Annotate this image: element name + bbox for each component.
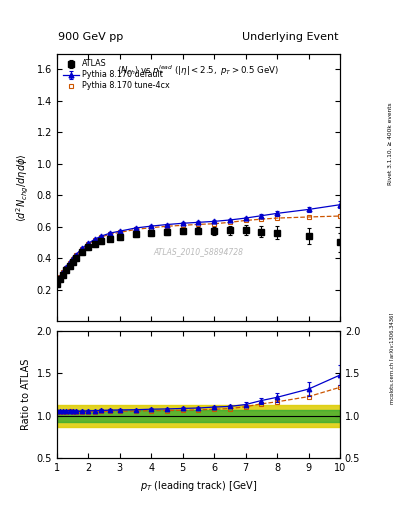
Pythia 8.170 tune-4cx xyxy=(243,218,248,224)
Text: 900 GeV pp: 900 GeV pp xyxy=(58,32,123,42)
Text: Rivet 3.1.10, ≥ 400k events: Rivet 3.1.10, ≥ 400k events xyxy=(387,102,392,185)
Pythia 8.170 tune-4cx xyxy=(73,252,78,259)
Pythia 8.170 tune-4cx xyxy=(99,234,103,240)
Y-axis label: Ratio to ATLAS: Ratio to ATLAS xyxy=(21,359,31,430)
Pythia 8.170 tune-4cx xyxy=(133,226,138,232)
Text: ATLAS_2010_S8894728: ATLAS_2010_S8894728 xyxy=(153,247,244,256)
Pythia 8.170 tune-4cx xyxy=(108,231,113,237)
Legend: ATLAS, Pythia 8.170 default, Pythia 8.170 tune-4cx: ATLAS, Pythia 8.170 default, Pythia 8.17… xyxy=(61,58,171,92)
Pythia 8.170 tune-4cx xyxy=(196,221,201,227)
Pythia 8.170 tune-4cx xyxy=(149,225,154,231)
Pythia 8.170 tune-4cx xyxy=(259,216,264,222)
Text: Underlying Event: Underlying Event xyxy=(242,32,339,42)
Line: Pythia 8.170 tune-4cx: Pythia 8.170 tune-4cx xyxy=(55,214,342,285)
Pythia 8.170 tune-4cx xyxy=(64,265,69,271)
X-axis label: $p_T$ (leading track) [GeV]: $p_T$ (leading track) [GeV] xyxy=(140,479,257,493)
Pythia 8.170 tune-4cx xyxy=(180,222,185,228)
Text: mcplots.cern.ch [arXiv:1306.3436]: mcplots.cern.ch [arXiv:1306.3436] xyxy=(390,313,393,404)
Pythia 8.170 tune-4cx xyxy=(275,215,279,221)
Pythia 8.170 tune-4cx xyxy=(118,229,122,236)
Pythia 8.170 tune-4cx xyxy=(165,223,169,229)
Pythia 8.170 tune-4cx xyxy=(212,221,217,227)
Pythia 8.170 tune-4cx xyxy=(55,280,59,286)
Pythia 8.170 tune-4cx xyxy=(86,241,91,247)
Text: $\langle N_{ch}\rangle$ vs $p_T^{lead}$ ($|\eta| < 2.5,\; p_T > 0.5$ GeV): $\langle N_{ch}\rangle$ vs $p_T^{lead}$ … xyxy=(118,63,279,78)
Pythia 8.170 tune-4cx xyxy=(61,269,66,275)
Pythia 8.170 tune-4cx xyxy=(306,214,311,220)
Pythia 8.170 tune-4cx xyxy=(80,246,84,252)
Pythia 8.170 tune-4cx xyxy=(228,219,232,225)
Pythia 8.170 tune-4cx xyxy=(67,260,72,266)
Pythia 8.170 tune-4cx xyxy=(92,237,97,243)
Y-axis label: $\langle d^2 N_{chg}/d\eta d\phi \rangle$: $\langle d^2 N_{chg}/d\eta d\phi \rangle… xyxy=(15,153,31,222)
Pythia 8.170 tune-4cx xyxy=(338,213,342,219)
Pythia 8.170 tune-4cx xyxy=(70,255,75,262)
Pythia 8.170 tune-4cx xyxy=(58,274,62,281)
